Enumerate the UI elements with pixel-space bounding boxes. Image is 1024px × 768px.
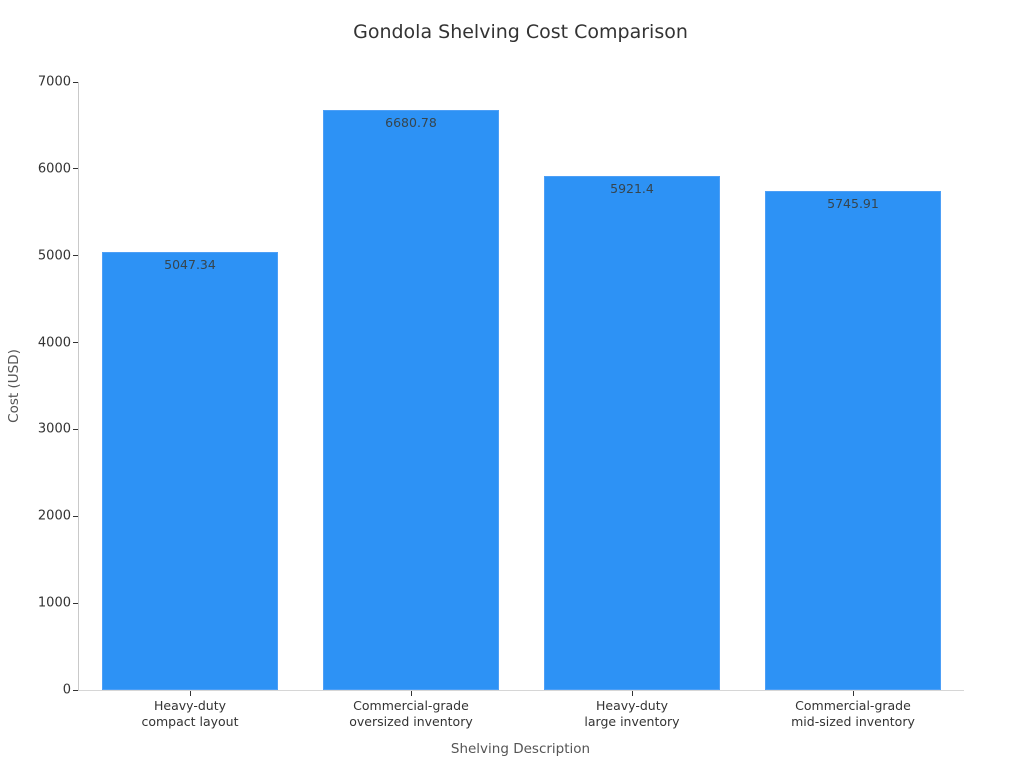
y-tick-mark <box>73 428 78 430</box>
x-tick-mark <box>632 691 633 696</box>
y-tick-mark <box>73 255 78 257</box>
bar: 6680.78 <box>323 110 499 690</box>
bar-value-label: 5745.91 <box>827 196 879 211</box>
y-tick-label: 0 <box>62 682 71 698</box>
y-tick-label: 1000 <box>37 595 71 611</box>
bar-value-label: 6680.78 <box>385 115 437 130</box>
y-tick-label: 2000 <box>37 508 71 524</box>
y-axis-title: Cost (USD) <box>6 349 22 423</box>
x-tick-label: Commercial-grade oversized inventory <box>349 698 473 729</box>
y-tick-mark <box>73 168 78 170</box>
x-tick-mark <box>190 691 191 696</box>
bar: 5745.91 <box>765 191 941 690</box>
y-tick-mark <box>73 602 78 604</box>
x-tick-label: Heavy-duty compact layout <box>141 698 239 729</box>
bar: 5047.34 <box>102 252 278 690</box>
y-tick-mark <box>73 81 78 83</box>
plot-area: 0 1000 2000 3000 4000 5000 6000 7000 5047.34 Heav… <box>38 75 964 729</box>
x-tick-label: Heavy-duty large inventory <box>584 698 680 729</box>
bar-value-label: 5921.4 <box>610 181 654 196</box>
y-tick-mark <box>73 515 78 517</box>
y-tick-label: 5000 <box>37 248 71 264</box>
x-tick-mark <box>411 691 412 696</box>
y-tick-mark <box>73 342 78 344</box>
y-tick-label: 3000 <box>37 421 71 437</box>
y-tick-label: 4000 <box>37 335 71 351</box>
y-tick-label: 6000 <box>37 161 71 177</box>
bar-value-label: 5047.34 <box>164 257 216 272</box>
y-tick-mark <box>73 689 78 691</box>
bar: 5921.4 <box>544 176 720 690</box>
x-axis-title: Shelving Description <box>450 741 591 757</box>
x-tick-mark <box>853 691 854 696</box>
x-tick-label: Commercial-grade mid-sized inventory <box>791 698 915 729</box>
chart-title: Gondola Shelving Cost Comparison <box>353 21 688 43</box>
y-tick-label: 7000 <box>37 74 71 90</box>
